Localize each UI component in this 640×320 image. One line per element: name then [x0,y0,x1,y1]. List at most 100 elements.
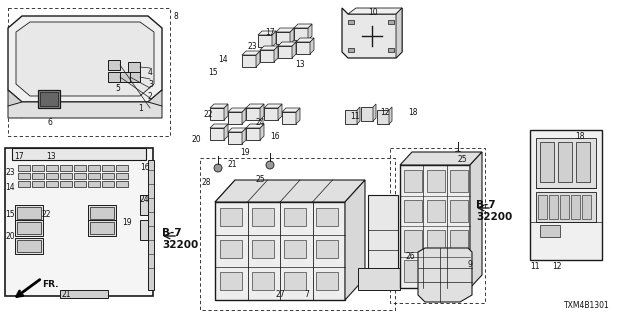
Bar [90,207,114,219]
Bar [128,72,140,82]
Bar [540,225,560,237]
Text: 15: 15 [208,68,218,77]
Polygon shape [228,108,246,112]
Bar [316,272,338,290]
Bar [60,173,72,179]
Text: 12: 12 [552,262,561,271]
Circle shape [454,151,462,159]
Polygon shape [258,35,272,47]
Polygon shape [396,8,402,58]
Bar [530,130,602,260]
Circle shape [410,247,420,257]
Polygon shape [345,180,365,300]
Bar [18,181,30,187]
Polygon shape [224,124,228,140]
Bar [427,200,445,222]
Text: 19: 19 [122,218,132,227]
Text: B-7: B-7 [162,228,182,238]
Polygon shape [389,107,392,124]
Polygon shape [215,180,365,202]
Bar [348,20,354,24]
Bar [368,195,398,270]
Text: 24: 24 [140,195,150,204]
Polygon shape [264,104,282,108]
Polygon shape [258,31,276,35]
Bar [220,240,242,258]
Polygon shape [278,42,296,46]
Polygon shape [210,124,228,128]
Text: FR.: FR. [42,280,58,289]
Bar [450,230,468,252]
Polygon shape [246,104,264,108]
Polygon shape [296,108,300,124]
Polygon shape [260,46,278,50]
Text: 12: 12 [380,108,390,117]
Polygon shape [16,22,154,96]
Bar [17,207,41,219]
Bar [15,238,43,254]
Polygon shape [260,50,274,62]
Polygon shape [242,108,246,124]
Polygon shape [357,107,360,124]
Bar [74,165,86,171]
Polygon shape [242,55,256,67]
Polygon shape [292,42,296,58]
Polygon shape [224,104,228,120]
Bar [17,222,41,234]
Text: 22: 22 [42,210,51,219]
Polygon shape [8,90,22,118]
Bar [404,230,422,252]
Bar [102,165,114,171]
Bar [32,173,44,179]
Polygon shape [8,16,162,102]
Text: 17: 17 [265,28,275,37]
Text: 24: 24 [255,118,264,127]
Bar [60,181,72,187]
Polygon shape [294,28,308,40]
Bar [284,272,306,290]
Bar [358,268,400,290]
Bar [15,220,43,236]
Text: 27: 27 [276,290,285,299]
Polygon shape [264,108,278,120]
Bar [15,205,43,221]
Text: 17: 17 [14,152,24,161]
Text: 11: 11 [530,262,540,271]
Text: 20: 20 [192,135,202,144]
Polygon shape [345,110,357,124]
Polygon shape [246,124,264,128]
Text: 13: 13 [46,152,56,161]
Text: 10: 10 [368,8,378,17]
Polygon shape [418,248,472,302]
Text: 32200: 32200 [476,212,512,222]
Bar [116,165,128,171]
Polygon shape [470,152,482,288]
Polygon shape [294,24,312,28]
Text: 15: 15 [5,210,15,219]
Bar [404,200,422,222]
Text: 23: 23 [248,42,258,51]
Bar [102,181,114,187]
Bar [536,192,596,222]
Text: 16: 16 [270,132,280,141]
Polygon shape [348,8,402,14]
Bar [88,220,116,236]
Bar [118,72,130,82]
Bar [5,148,153,296]
Text: 21: 21 [228,160,237,169]
Text: 23: 23 [5,168,15,177]
Polygon shape [377,110,389,124]
Bar [540,142,554,182]
Text: 19: 19 [240,148,250,157]
Text: 2: 2 [148,92,153,101]
Bar [18,173,30,179]
Bar [284,208,306,226]
Text: B-7: B-7 [476,200,495,210]
Bar [46,173,58,179]
Bar [388,48,394,52]
Bar [46,181,58,187]
Bar [560,195,569,219]
Bar [46,165,58,171]
Bar [108,72,120,82]
Bar [450,170,468,192]
